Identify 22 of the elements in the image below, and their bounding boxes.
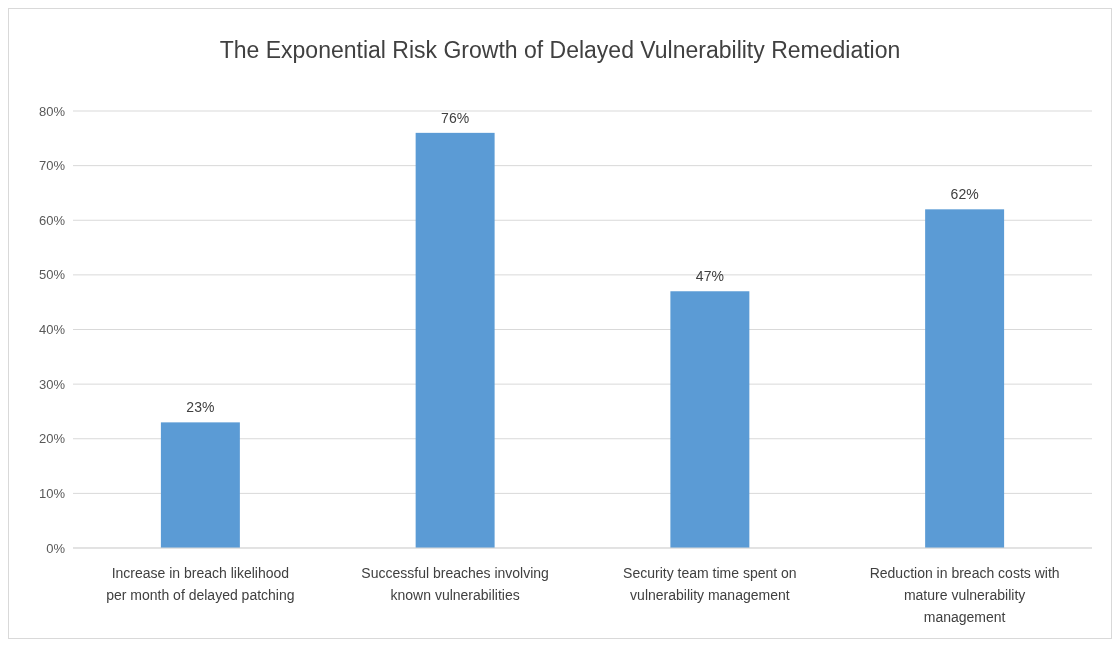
- data-label: 62%: [950, 186, 979, 203]
- data-label: 23%: [186, 399, 215, 416]
- x-tick-label: Increase in breach likelihood per month of delayed patching: [106, 565, 295, 603]
- data-label: 47%: [695, 268, 724, 285]
- y-tick-label: 10%: [38, 485, 66, 501]
- x-tick-label: Reduction in breach costs with mature vulnerability management: [869, 565, 1060, 625]
- bar: [415, 132, 495, 548]
- data-label: 76%: [441, 109, 470, 126]
- x-tick-label: Security team time spent on vulnerability management: [623, 565, 797, 603]
- bar: [925, 209, 1005, 548]
- y-tick-label: 40%: [38, 322, 66, 338]
- y-tick-label: 80%: [38, 103, 66, 119]
- x-tick-label: Successful breaches involving known vulnerabilities: [361, 565, 549, 603]
- y-tick-label: 50%: [38, 267, 66, 283]
- y-tick-label: 60%: [38, 212, 66, 228]
- y-tick-label: 70%: [38, 158, 66, 174]
- y-tick-label: 30%: [38, 376, 66, 392]
- bar: [160, 422, 240, 548]
- y-tick-label: 20%: [38, 431, 66, 447]
- chart-title: The Exponential Risk Growth of Delayed Vulnerability Remediation: [219, 37, 901, 63]
- bar: [670, 291, 750, 548]
- y-tick-label: 0%: [46, 540, 66, 556]
